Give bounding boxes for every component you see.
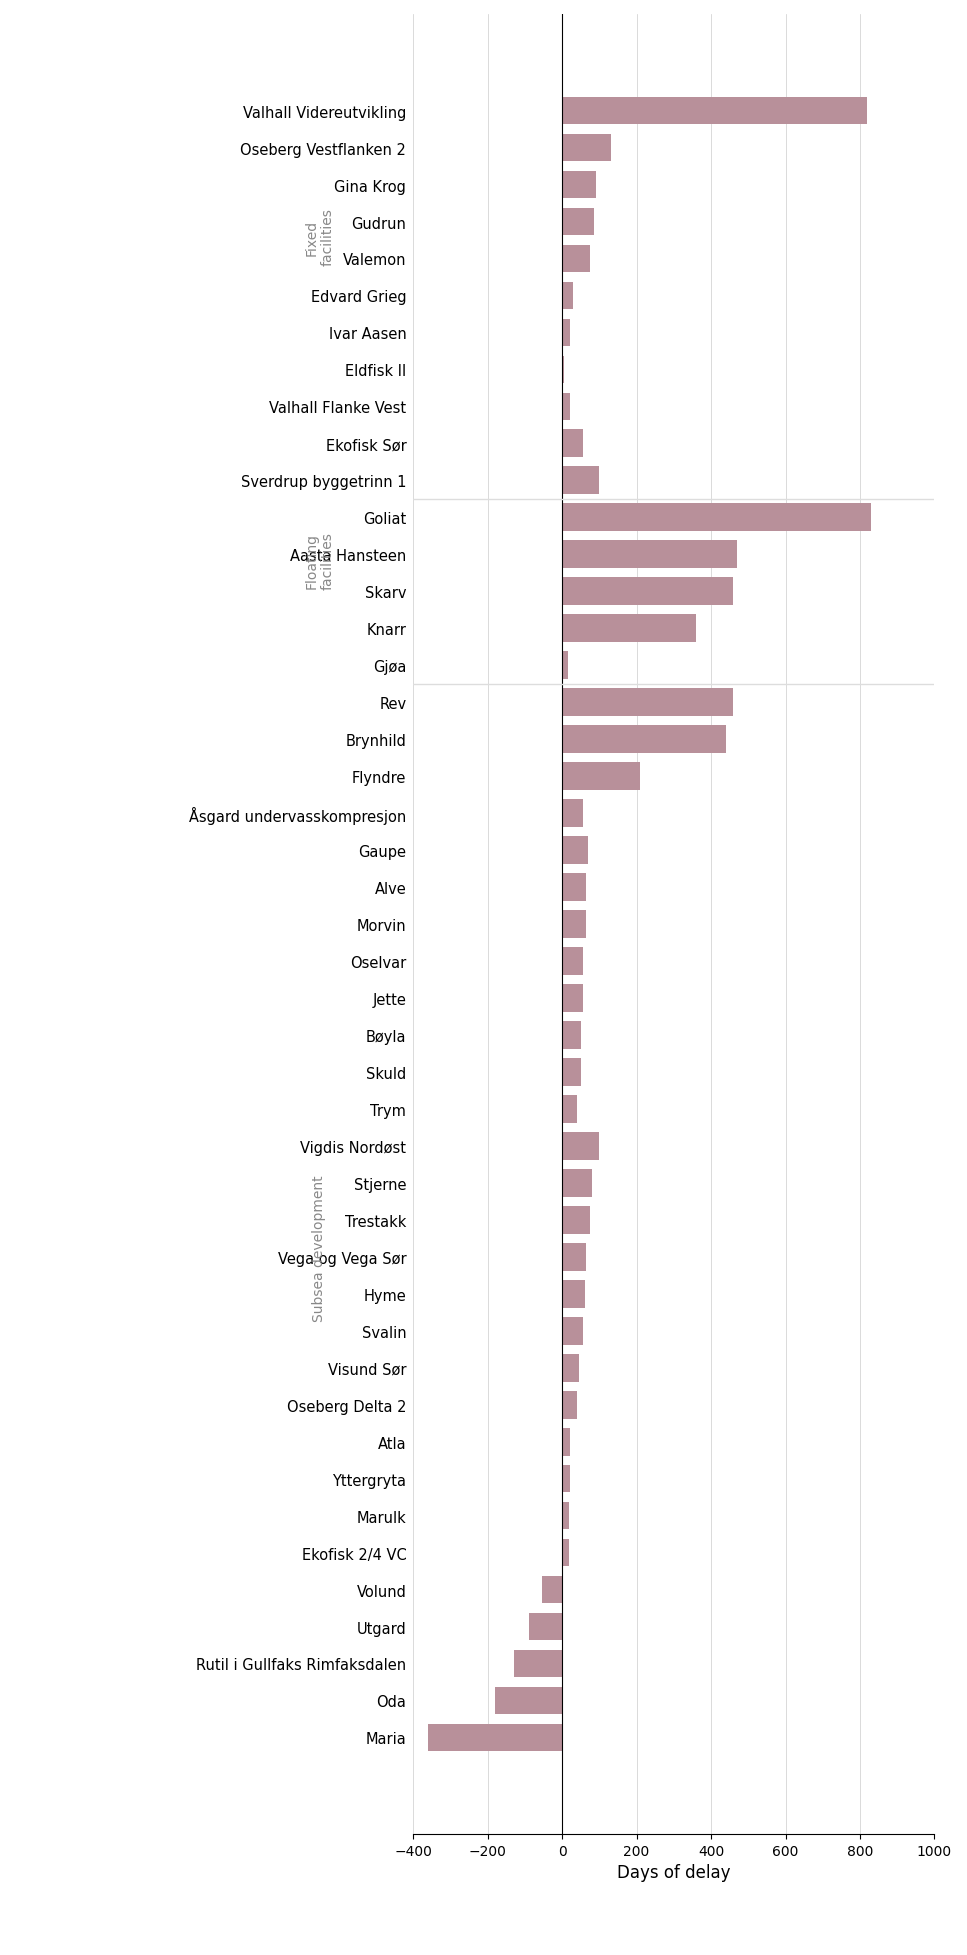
Bar bbox=[562, 948, 583, 976]
Bar bbox=[495, 1687, 562, 1715]
Bar bbox=[529, 1613, 562, 1640]
Text: Subsea development: Subsea development bbox=[312, 1175, 327, 1322]
Bar bbox=[562, 616, 696, 643]
Bar bbox=[562, 319, 570, 348]
Bar bbox=[562, 172, 596, 199]
Bar bbox=[562, 762, 640, 790]
Bar bbox=[562, 1095, 577, 1124]
Bar bbox=[562, 504, 871, 532]
Bar bbox=[513, 1650, 562, 1677]
Bar bbox=[562, 800, 583, 827]
Bar bbox=[562, 135, 610, 162]
Bar bbox=[562, 209, 594, 237]
Bar bbox=[562, 1281, 584, 1308]
Bar bbox=[562, 1243, 586, 1271]
Bar bbox=[562, 1318, 583, 1345]
Bar bbox=[562, 1355, 579, 1382]
Bar bbox=[562, 911, 586, 938]
Bar bbox=[562, 653, 568, 680]
Bar bbox=[562, 688, 733, 717]
Text: Floating
facilities: Floating facilities bbox=[305, 532, 335, 590]
Bar bbox=[542, 1576, 562, 1603]
Bar bbox=[562, 98, 867, 125]
Bar bbox=[562, 985, 583, 1013]
Bar bbox=[562, 282, 573, 311]
Bar bbox=[562, 1169, 592, 1196]
Bar bbox=[562, 1427, 570, 1456]
Bar bbox=[562, 1058, 581, 1087]
Bar bbox=[562, 356, 564, 383]
Bar bbox=[562, 246, 590, 274]
Bar bbox=[562, 1464, 570, 1494]
Bar bbox=[562, 1132, 600, 1159]
Bar bbox=[562, 579, 733, 606]
Bar bbox=[562, 1392, 577, 1419]
Bar bbox=[562, 1501, 569, 1529]
Bar bbox=[562, 725, 726, 753]
Bar bbox=[562, 1206, 590, 1234]
Bar bbox=[562, 837, 588, 864]
Bar bbox=[562, 393, 570, 420]
Bar bbox=[562, 1539, 569, 1566]
Bar bbox=[562, 430, 583, 457]
Bar bbox=[428, 1724, 562, 1752]
Bar bbox=[562, 467, 600, 495]
Bar bbox=[562, 874, 586, 901]
Bar bbox=[562, 542, 737, 569]
Bar bbox=[562, 1022, 581, 1050]
X-axis label: Days of delay: Days of delay bbox=[617, 1863, 731, 1881]
Text: Fixed
facilities: Fixed facilities bbox=[305, 209, 335, 266]
